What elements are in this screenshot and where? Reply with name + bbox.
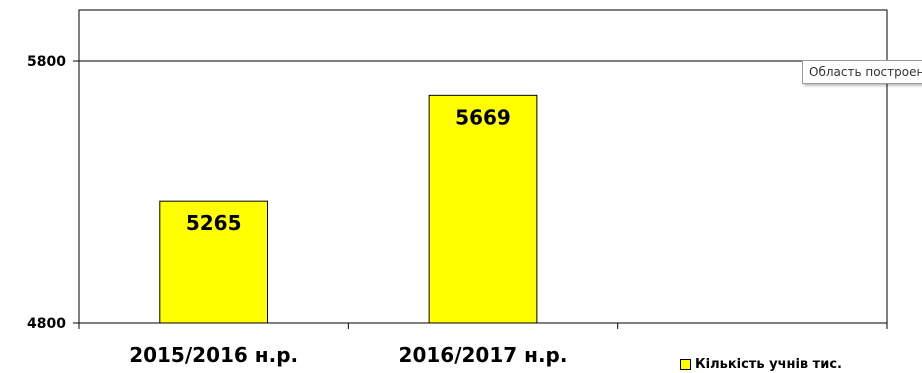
bars	[159, 94, 538, 324]
y-tick-label: 4800	[27, 316, 66, 332]
legend-swatch	[680, 359, 691, 370]
y-axis-ticks	[73, 60, 887, 324]
legend-label: Кількість учнів тис.	[695, 357, 842, 372]
category-label: 2016/2017 н.р.	[399, 343, 568, 367]
x-axis-ticks	[78, 323, 888, 329]
bar	[428, 94, 538, 324]
bar-value-label: 5669	[455, 105, 511, 129]
y-axis-labels: 5800 4800	[27, 54, 66, 332]
legend[interactable]: Кількість учнів тис.	[680, 356, 842, 373]
bar-value-label: 5265	[186, 211, 242, 235]
bar	[159, 200, 269, 324]
category-labels: 2015/2016 н.р. 2016/2017 н.р.	[129, 343, 567, 367]
tooltip-text: Область построения диаграммы	[809, 65, 922, 79]
data-labels: 5265 5669	[186, 105, 511, 235]
category-label: 2015/2016 н.р.	[129, 343, 298, 367]
y-tick-label: 5800	[27, 54, 66, 70]
plot-area-tooltip: Область построения диаграммы	[802, 60, 922, 84]
